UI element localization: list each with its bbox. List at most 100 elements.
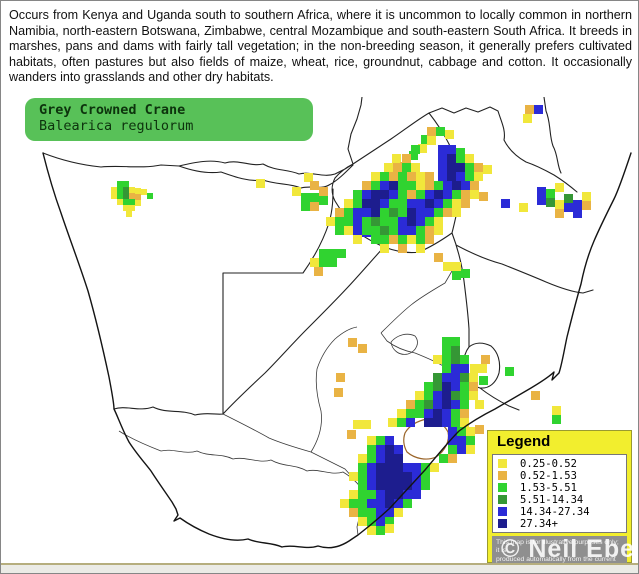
legend-item: 14.34-27.34 [498, 506, 626, 518]
grid-cell [460, 418, 469, 427]
grid-cell [362, 226, 371, 235]
grid-cell [389, 208, 398, 217]
grid-cell [407, 172, 416, 181]
grid-cell [123, 181, 129, 187]
grid-cell [460, 391, 469, 400]
grid-cell [362, 420, 371, 429]
grid-cell [398, 172, 407, 181]
grid-cell [451, 391, 460, 400]
grid-cell [564, 203, 573, 212]
bottom-strip [1, 563, 638, 573]
grid-cell [340, 499, 349, 508]
grid-cell [398, 190, 407, 199]
grid-cell [344, 199, 353, 208]
grid-cell [358, 472, 367, 481]
grid-cell [403, 481, 412, 490]
disclaimer-line: produced automatically from the current [496, 555, 616, 563]
legend-disclaimer: This map is for illustrative purposes on… [492, 536, 627, 563]
grid-cell [358, 344, 367, 353]
grid-cell [460, 409, 469, 418]
grid-cell [141, 189, 147, 195]
grid-cell [358, 517, 367, 526]
disclaimer-line: This map is for illustrative purposes on… [496, 539, 619, 555]
grid-cell [452, 199, 461, 208]
grid-cell [469, 373, 478, 382]
grid-cell [403, 463, 412, 472]
grid-cell [123, 199, 129, 205]
grid-cell [398, 235, 407, 244]
grid-cell [304, 173, 313, 182]
legend-swatch [498, 471, 507, 480]
grid-cell [394, 454, 403, 463]
grid-cell [358, 499, 367, 508]
grid-cell [442, 355, 451, 364]
grid-cell [367, 481, 376, 490]
grid-cell [407, 208, 416, 217]
grid-cell [415, 409, 424, 418]
grid-cell [376, 463, 385, 472]
grid-cell [466, 436, 475, 445]
grid-cell [358, 463, 367, 472]
grid-cell [376, 508, 385, 517]
grid-cell [442, 409, 451, 418]
grid-cell [474, 163, 483, 172]
legend-header: Legend [488, 431, 631, 454]
grid-cell [474, 172, 483, 181]
grid-cell [371, 226, 380, 235]
grid-cell [424, 418, 433, 427]
grid-cell [461, 199, 470, 208]
grid-cell [348, 338, 357, 347]
grid-cell [433, 391, 442, 400]
grid-cell [402, 163, 411, 172]
grid-cell [310, 258, 319, 267]
grid-cell [371, 217, 380, 226]
grid-cell [371, 190, 380, 199]
grid-cell [406, 409, 415, 418]
grid-cell [380, 226, 389, 235]
grid-cell [457, 427, 466, 436]
grid-cell [398, 226, 407, 235]
grid-cell [147, 193, 153, 199]
grid-cell [376, 490, 385, 499]
legend-body: 0.25-0.52 0.52-1.53 1.53-5.51 5.51-14.34 14.… [492, 454, 627, 533]
grid-cell [416, 217, 425, 226]
grid-cell [416, 244, 425, 253]
grid-cell [418, 144, 427, 153]
grid-cell [448, 445, 457, 454]
legend-title: Legend [497, 433, 551, 450]
grid-cell [523, 114, 532, 123]
grid-cell [385, 524, 394, 533]
grid-cell [452, 208, 461, 217]
grid-cell [367, 508, 376, 517]
grid-cell [406, 400, 415, 409]
grid-cell [385, 472, 394, 481]
grid-cell [409, 151, 418, 160]
grid-cell [427, 127, 436, 136]
grid-cell [430, 463, 439, 472]
grid-cell [466, 445, 475, 454]
grid-cell [416, 208, 425, 217]
grid-cell [531, 391, 540, 400]
grid-cell [469, 382, 478, 391]
grid-cell [443, 190, 452, 199]
grid-cell [425, 208, 434, 217]
grid-cell [135, 188, 141, 194]
grid-cell [425, 226, 434, 235]
grid-cell [310, 202, 319, 211]
legend-item: 0.25-0.52 [498, 458, 626, 470]
grid-cell [362, 217, 371, 226]
grid-cell [425, 181, 434, 190]
grid-cell [385, 490, 394, 499]
grid-cell [478, 364, 487, 373]
grid-cell [448, 436, 457, 445]
grid-cell [415, 391, 424, 400]
legend-label: 1.53-5.51 [520, 481, 577, 494]
grid-cell [433, 418, 442, 427]
grid-cell [443, 208, 452, 217]
grid-cell [465, 172, 474, 181]
grid-cell [397, 418, 406, 427]
grid-cell [358, 508, 367, 517]
grid-cell [398, 217, 407, 226]
grid-cell [465, 163, 474, 172]
grid-cell [129, 199, 135, 205]
